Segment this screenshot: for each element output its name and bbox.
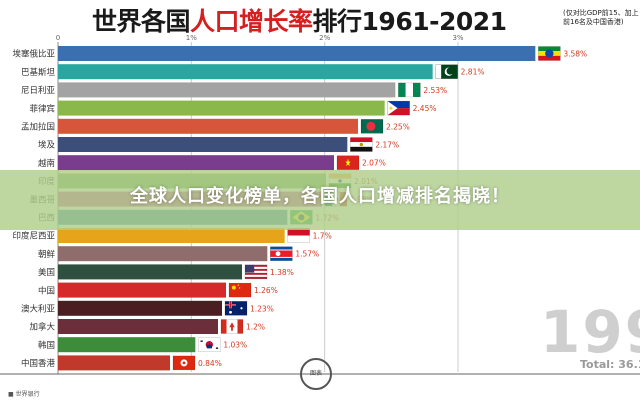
bar-us: [58, 264, 242, 280]
value-label: 0.84%: [198, 359, 222, 368]
bar-vn: [58, 155, 334, 171]
pk-flag-icon: [435, 64, 458, 79]
category-label: 巴基斯坦: [21, 67, 56, 78]
title-suffix: 排行1961-2021: [312, 7, 508, 36]
total-readout: Total: 36.1: [580, 358, 640, 371]
bar-id: [58, 228, 285, 243]
value-label: 1.2%: [246, 323, 265, 332]
title-prefix: 世界各国: [92, 7, 191, 36]
value-label: 1.57%: [295, 250, 319, 259]
bar-hk: [58, 355, 170, 371]
value-label: 1.7%: [313, 232, 332, 241]
category-label: 埃塞俄比亚: [12, 49, 55, 60]
value-label: 3.58%: [563, 50, 587, 59]
category-label: 印度尼西亚: [12, 231, 55, 242]
bar-kp: [58, 246, 268, 262]
category-label: 中国: [38, 285, 55, 296]
hk-flag-icon: [172, 355, 196, 371]
bar-ca: [58, 319, 218, 334]
eg-flag-icon: [350, 137, 373, 152]
source-label: ■ 世界银行: [8, 391, 40, 398]
kp-flag-icon: [270, 246, 293, 261]
category-label: 埃及: [38, 140, 56, 151]
category-label: 尼日利亚: [21, 85, 56, 96]
category-label: 澳大利亚: [21, 304, 56, 315]
value-label: 1.38%: [270, 268, 294, 277]
value-label: 2.53%: [423, 86, 447, 95]
ph-flag-icon: [387, 100, 410, 116]
chart-title: 世界各国人口增长率排行1961-2021: [92, 2, 507, 38]
id-flag-icon: [287, 228, 310, 243]
cn-flag-icon: [228, 282, 252, 298]
value-label: 2.45%: [413, 104, 437, 113]
bar-et: [58, 46, 536, 61]
value-label: 1.03%: [223, 341, 247, 350]
channel-logo-icon: 图表: [300, 358, 332, 390]
value-label: 2.07%: [362, 159, 386, 168]
kr-flag-icon: [198, 337, 221, 352]
value-label: 2.25%: [386, 122, 410, 131]
x-tick-label: 1%: [186, 34, 197, 42]
category-label: 美国: [38, 267, 55, 278]
bar-pk: [58, 64, 433, 80]
bar-kr: [58, 337, 196, 353]
x-tick-label: 3%: [452, 34, 463, 42]
category-label: 菲律宾: [29, 103, 55, 114]
bar-au: [58, 300, 222, 316]
category-label: 韩国: [38, 340, 55, 351]
us-flag-icon: [244, 264, 268, 280]
bar-cn: [58, 282, 226, 298]
category-label: 朝鲜: [38, 249, 56, 260]
bar-eg: [58, 137, 348, 152]
ng-flag-icon: [398, 82, 421, 98]
x-tick-label: 2%: [319, 34, 330, 42]
bar-ph: [58, 100, 385, 116]
et-flag-icon: [538, 46, 561, 61]
overlay-banner: [0, 170, 640, 230]
x-tick-label: 0: [56, 34, 60, 42]
bd-flag-icon: [360, 119, 384, 134]
value-label: 1.23%: [250, 304, 274, 313]
year-counter: 199: [540, 298, 640, 366]
value-label: 1.26%: [254, 286, 278, 295]
title-highlight: 人口增长率: [190, 7, 313, 36]
bar-bd: [58, 118, 358, 134]
value-label: 2.17%: [375, 141, 399, 150]
vn-flag-icon: [336, 155, 360, 170]
overlay-banner-text: 全球人口变化榜单，各国人口增减排名揭晓！: [130, 186, 510, 207]
value-label: 2.81%: [461, 68, 485, 77]
au-flag-icon: [224, 301, 248, 316]
bar-ng: [58, 82, 396, 98]
category-label: 中国香港: [21, 358, 56, 369]
category-label: 加拿大: [29, 322, 55, 333]
ca-flag-icon: [220, 319, 244, 334]
category-label: 越南: [38, 158, 55, 169]
category-label: 孟加拉国: [21, 122, 55, 133]
scope-note: (仅对比GDP前15、加上前16名及中国香港): [563, 9, 639, 26]
